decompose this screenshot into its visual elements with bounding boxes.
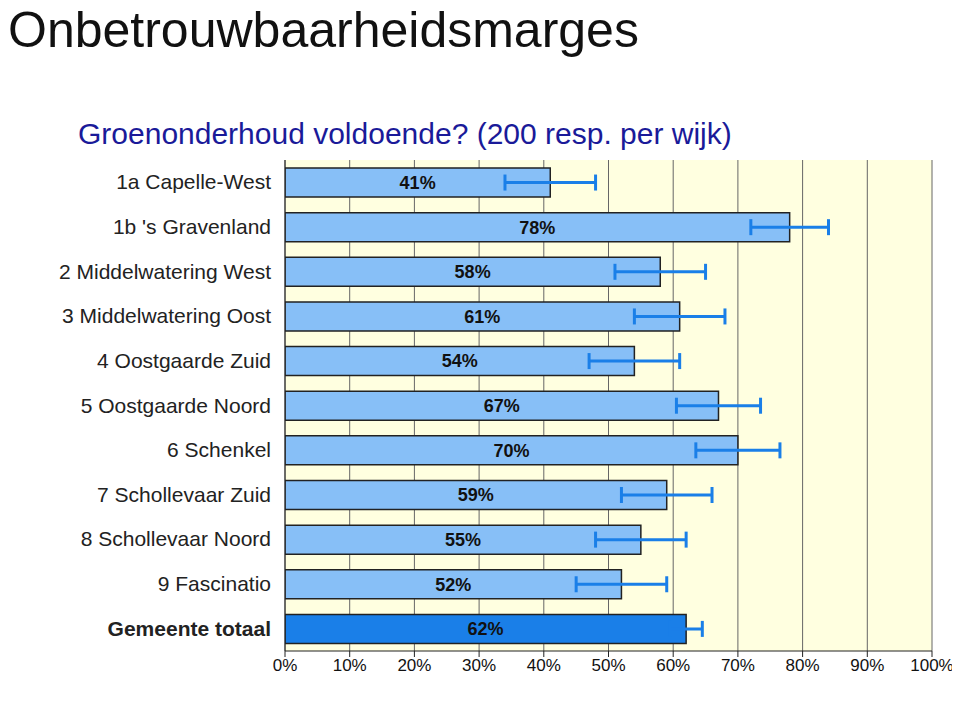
svg-text:41%: 41% — [400, 173, 436, 193]
svg-text:70%: 70% — [721, 656, 755, 675]
svg-text:62%: 62% — [468, 619, 504, 639]
svg-text:78%: 78% — [519, 218, 555, 238]
svg-text:0%: 0% — [273, 656, 298, 675]
svg-text:90%: 90% — [850, 656, 884, 675]
svg-text:67%: 67% — [484, 396, 520, 416]
svg-text:30%: 30% — [462, 656, 496, 675]
svg-text:54%: 54% — [442, 351, 478, 371]
svg-text:2 Middelwatering West: 2 Middelwatering West — [59, 260, 271, 283]
svg-text:5 Oostgaarde Noord: 5 Oostgaarde Noord — [81, 394, 271, 417]
svg-text:100%: 100% — [910, 656, 952, 675]
svg-text:4 Oostgaarde Zuid: 4 Oostgaarde Zuid — [97, 349, 271, 372]
svg-text:52%: 52% — [435, 575, 471, 595]
html-text:Groenonderhoud voldoende? (200: Groenonderhoud voldoende? (200 resp. per… — [78, 117, 732, 150]
svg-text:20%: 20% — [397, 656, 431, 675]
svg-text:58%: 58% — [455, 262, 491, 282]
svg-text:1a Capelle-West: 1a Capelle-West — [116, 170, 271, 193]
svg-text:9 Fascinatio: 9 Fascinatio — [158, 572, 271, 595]
html-text:Onbetrouwbaarheidsmarges: Onbetrouwbaarheidsmarges — [8, 2, 639, 58]
svg-text:40%: 40% — [527, 656, 561, 675]
svg-text:80%: 80% — [786, 656, 820, 675]
svg-text:50%: 50% — [591, 656, 625, 675]
svg-text:Gemeente totaal: Gemeente totaal — [108, 617, 271, 640]
svg-text:7 Schollevaar Zuid: 7 Schollevaar Zuid — [97, 483, 271, 506]
svg-text:3 Middelwatering Oost: 3 Middelwatering Oost — [62, 304, 271, 327]
svg-text:55%: 55% — [445, 530, 481, 550]
svg-text:6 Schenkel: 6 Schenkel — [167, 438, 271, 461]
svg-text:60%: 60% — [656, 656, 690, 675]
svg-text:10%: 10% — [333, 656, 367, 675]
svg-text:1b 's Gravenland: 1b 's Gravenland — [113, 215, 271, 238]
svg-text:8 Schollevaar Noord: 8 Schollevaar Noord — [81, 527, 271, 550]
svg-text:59%: 59% — [458, 485, 494, 505]
svg-text:61%: 61% — [464, 307, 500, 327]
svg-text:70%: 70% — [493, 441, 529, 461]
